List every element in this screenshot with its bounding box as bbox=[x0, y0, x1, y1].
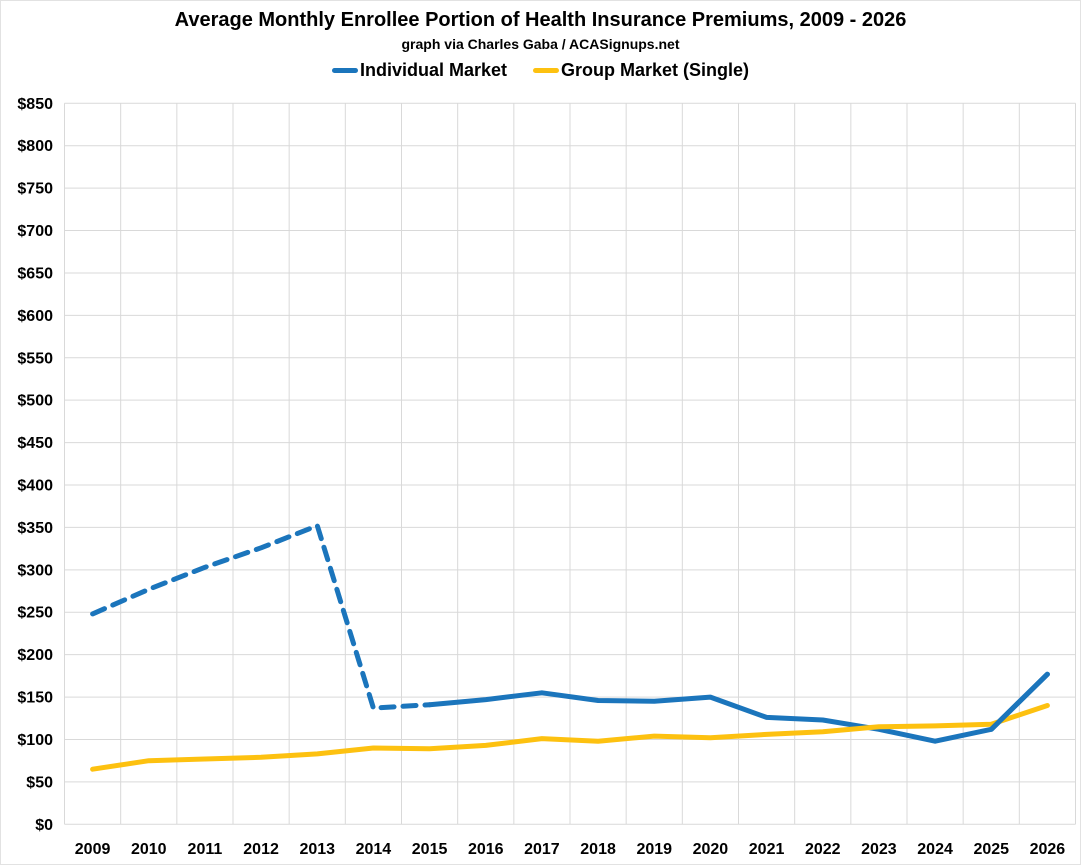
y-tick-label: $350 bbox=[17, 520, 53, 537]
chart-title: Average Monthly Enrollee Portion of Heal… bbox=[174, 9, 907, 31]
legend-item-group-market: Group Market (Single) bbox=[533, 60, 749, 81]
y-tick-label: $600 bbox=[17, 308, 53, 325]
x-tick-label: 2020 bbox=[693, 841, 729, 858]
x-tick-label: 2022 bbox=[805, 841, 841, 858]
y-tick-label: $750 bbox=[17, 181, 53, 198]
x-tick-label: 2023 bbox=[861, 841, 897, 858]
y-tick-label: $700 bbox=[17, 223, 53, 240]
y-tick-label: $650 bbox=[17, 265, 53, 282]
gridlines bbox=[64, 102, 1076, 825]
y-tick-label: $150 bbox=[17, 690, 53, 707]
x-tick-label: 2019 bbox=[636, 841, 672, 858]
x-tick-label: 2021 bbox=[749, 841, 785, 858]
x-tick-label: 2015 bbox=[412, 841, 448, 858]
y-tick-label: $200 bbox=[17, 647, 53, 664]
y-tick-label: $800 bbox=[17, 138, 53, 155]
y-tick-label: $450 bbox=[17, 435, 53, 452]
x-tick-label: 2010 bbox=[131, 841, 167, 858]
individual-market-line-solid bbox=[427, 671, 1050, 744]
group-market-line-swatch-icon bbox=[533, 68, 560, 73]
x-tick-label: 2024 bbox=[917, 841, 953, 858]
x-tick-label: 2014 bbox=[356, 841, 392, 858]
y-tick-label: $850 bbox=[17, 96, 53, 113]
x-tick-label: 2011 bbox=[188, 841, 223, 858]
group-market-line bbox=[90, 703, 1050, 772]
y-axis-labels: $0 $50 $100 $150 $200 $250 $300 $350 $400 $450 $50… bbox=[17, 96, 53, 834]
x-tick-label: 2009 bbox=[75, 841, 111, 858]
individual-market-line-final-segment bbox=[988, 671, 1050, 732]
legend: Individual Market Group Market (Single) bbox=[1, 60, 1080, 81]
x-tick-label: 2016 bbox=[468, 841, 504, 858]
individual-market-line-swatch-icon bbox=[331, 68, 358, 73]
y-tick-label: $100 bbox=[17, 732, 53, 749]
y-tick-label: $500 bbox=[17, 393, 53, 410]
individual-market-line-dashed bbox=[90, 523, 433, 711]
x-tick-label: 2018 bbox=[580, 841, 616, 858]
x-tick-label: 2017 bbox=[524, 841, 560, 858]
legend-item-individual-market: Individual Market bbox=[331, 60, 508, 81]
x-tick-label: 2012 bbox=[243, 841, 279, 858]
x-axis-labels: 2009 2010 2011 2012 2013 2014 2015 2016 2017 2018… bbox=[75, 841, 1066, 858]
y-tick-label: $550 bbox=[17, 350, 53, 367]
chart-subtitle: graph via Charles Gaba / ACASignups.net bbox=[401, 36, 680, 52]
y-tick-label: $0 bbox=[35, 817, 53, 834]
y-tick-label: $50 bbox=[26, 774, 53, 791]
x-tick-label: 2013 bbox=[299, 841, 335, 858]
legend-label-individual-market: Individual Market bbox=[359, 60, 508, 80]
y-tick-label: $250 bbox=[17, 605, 53, 622]
x-tick-label: 2026 bbox=[1030, 841, 1066, 858]
x-tick-label: 2025 bbox=[973, 841, 1009, 858]
y-tick-label: $400 bbox=[17, 478, 53, 495]
legend-label-group-market: Group Market (Single) bbox=[561, 60, 750, 80]
y-tick-label: $300 bbox=[17, 562, 53, 579]
